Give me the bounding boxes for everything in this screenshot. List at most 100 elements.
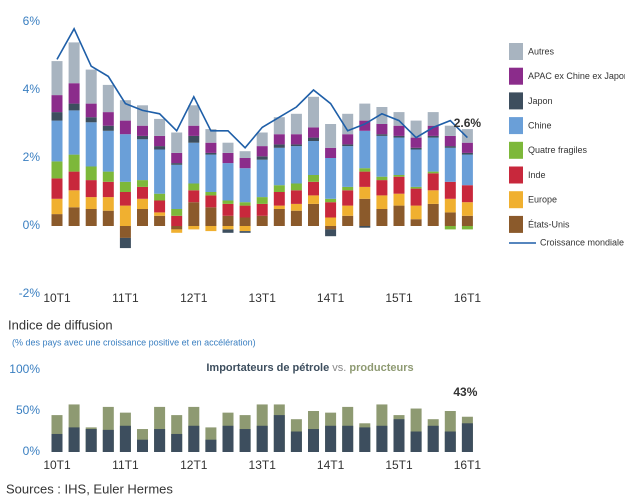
bar <box>171 415 183 452</box>
bar <box>171 433 183 452</box>
bar-segment <box>188 226 200 230</box>
bar-segment <box>308 195 319 204</box>
bar-segment <box>137 180 148 187</box>
legend-label: États-Unis <box>528 219 570 229</box>
bar <box>51 415 63 452</box>
bar <box>188 425 200 452</box>
bar-segment <box>290 210 302 226</box>
bar-segment <box>256 156 268 160</box>
bar-segment <box>393 125 405 136</box>
bar-segment <box>205 226 217 232</box>
bar-segment <box>393 175 405 177</box>
bar-segment <box>342 146 354 187</box>
bar-segment <box>171 152 183 164</box>
bar-segment <box>444 181 456 199</box>
bar-segment <box>256 203 268 216</box>
bar-segment <box>376 176 388 181</box>
bar-segment <box>461 154 473 186</box>
bar-segment <box>102 210 114 226</box>
bar-segment <box>137 186 148 199</box>
x-tick-label: 14T1 <box>317 458 345 472</box>
legend-label: Inde <box>528 170 546 180</box>
bar <box>205 439 217 452</box>
bar-segment <box>68 171 80 191</box>
bar-segment <box>154 146 166 150</box>
bar-segment <box>376 135 388 177</box>
bar-segment <box>256 146 268 157</box>
legend-label: Europe <box>528 195 557 205</box>
bar-segment <box>154 149 166 194</box>
bar-end-label: 43% <box>453 385 477 399</box>
bar-segment <box>239 231 251 233</box>
bar-segment <box>325 217 337 226</box>
bar-segment <box>102 197 114 211</box>
x-tick-label: 15T1 <box>385 291 413 305</box>
bar-segment <box>171 132 183 153</box>
bar-segment <box>376 107 388 124</box>
bar <box>68 427 80 452</box>
legend-label: Autres <box>528 46 555 56</box>
inner-title-part: producteurs <box>349 362 413 374</box>
bar-segment <box>410 186 422 189</box>
bar-segment <box>427 137 439 172</box>
bar <box>410 431 422 452</box>
bar-segment <box>239 168 251 203</box>
bar-segment <box>119 205 131 226</box>
bar-segment <box>239 202 251 206</box>
bar-segment <box>68 154 80 172</box>
bar-segment <box>308 181 319 196</box>
x-tick-label: 15T1 <box>385 458 413 472</box>
legend-swatch <box>509 191 523 209</box>
x-tick-label: 16T1 <box>454 291 482 305</box>
bar <box>85 429 97 452</box>
bar-segment <box>273 185 285 192</box>
bar-segment <box>393 135 405 138</box>
bar-segment <box>427 190 439 204</box>
bar-segment <box>51 198 63 215</box>
bar <box>410 408 422 452</box>
bar-segment <box>205 154 217 192</box>
bar-segment <box>427 173 439 191</box>
bar-segment <box>119 134 131 182</box>
bar-segment <box>410 137 422 148</box>
bar-segment <box>239 226 251 232</box>
bar-segment <box>273 117 285 135</box>
bar-segment <box>188 135 200 143</box>
bar-segment <box>359 171 371 187</box>
bar-segment <box>461 226 473 230</box>
x-tick-label: 11T1 <box>112 458 139 472</box>
bar-segment <box>342 190 354 206</box>
bar-segment <box>119 192 131 206</box>
bar-segment <box>188 202 200 226</box>
bar-segment <box>154 193 166 201</box>
y-tick-label: 0% <box>23 218 41 232</box>
x-tick-label: 16T1 <box>454 458 482 472</box>
bar-segment <box>325 229 337 237</box>
bar-segment <box>393 176 405 194</box>
bar-segment <box>239 217 251 226</box>
bar <box>376 425 388 452</box>
bar-segment <box>410 219 422 226</box>
bar-segment <box>205 142 217 153</box>
bar-segment <box>119 237 131 249</box>
bar-segment <box>171 209 183 216</box>
bar-segment <box>85 117 97 123</box>
legend-swatch <box>509 43 523 60</box>
bar-segment <box>342 205 354 216</box>
bar-segment <box>188 190 200 203</box>
bar-segment <box>325 158 337 199</box>
bar-segment <box>410 205 422 220</box>
bar-segment <box>85 209 97 226</box>
x-tick-label: 10T1 <box>43 458 71 472</box>
bar-segment <box>239 151 251 158</box>
bar-segment <box>325 124 337 148</box>
bar-segment <box>342 186 354 191</box>
legend-label: Chine <box>528 120 552 130</box>
chart2-inner-title: Importateurs de pétrole vs. producteurs <box>206 362 413 374</box>
bar-segment <box>222 229 234 233</box>
bar-segment <box>239 205 251 218</box>
bar-segment <box>359 186 371 199</box>
x-tick-label: 12T1 <box>180 291 208 305</box>
bar-segment <box>68 190 80 208</box>
bar-segment <box>188 125 200 136</box>
